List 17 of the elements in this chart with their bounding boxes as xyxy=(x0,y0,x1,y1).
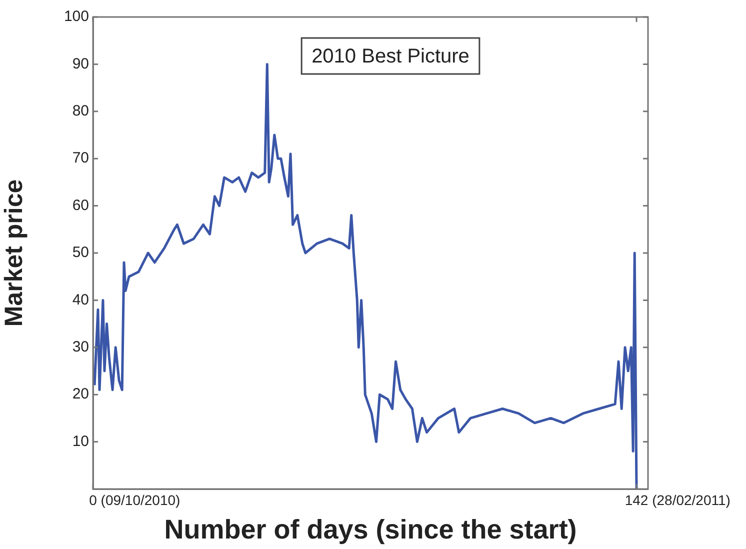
y-tick-label: 10 xyxy=(72,432,89,450)
text: 2010 Best Picture xyxy=(312,46,470,68)
text: (09/10/2010) xyxy=(96,492,180,508)
x-tick-label: 0 xyxy=(89,492,98,508)
y-tick-label: 50 xyxy=(72,244,89,262)
y-tick-label: 90 xyxy=(72,55,89,72)
x-tick-label: 142 xyxy=(624,492,648,508)
y-tick-label: 30 xyxy=(72,338,89,356)
y-tick-label: 70 xyxy=(72,150,89,167)
y-tick-label: 20 xyxy=(72,386,89,403)
y-tick-label: 80 xyxy=(72,102,89,120)
y-tick-label: 60 xyxy=(72,196,89,214)
y-axis-title: Market price xyxy=(0,179,28,327)
text: (28/02/2011) xyxy=(648,492,730,508)
y-tick-label: 100 xyxy=(64,8,89,26)
y-tick-label: 40 xyxy=(72,291,89,308)
x-axis-title: Number of days (since the start) xyxy=(164,514,577,544)
